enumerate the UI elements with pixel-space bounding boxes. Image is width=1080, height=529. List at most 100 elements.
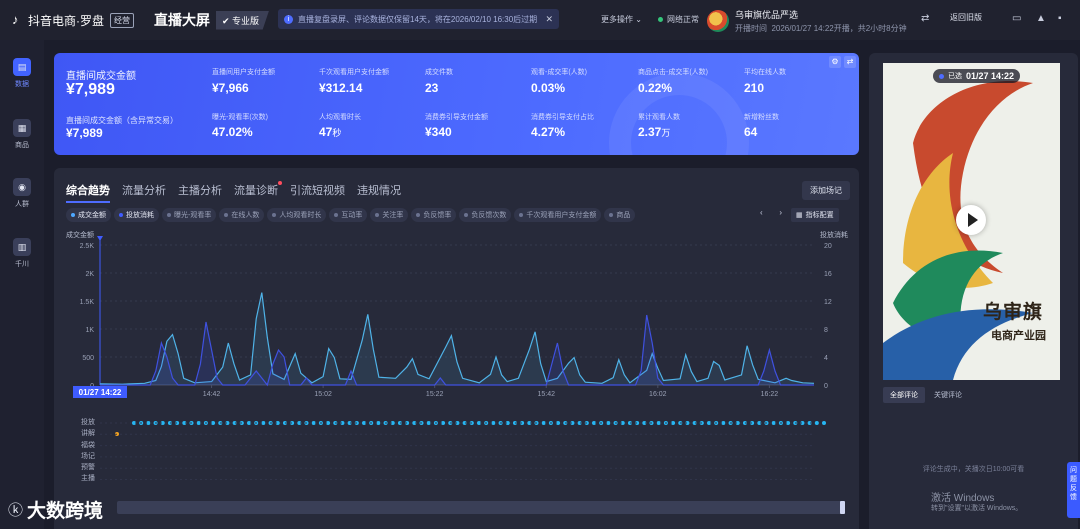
ad-event-dot (592, 421, 596, 425)
metric-value: 0.22% (638, 81, 673, 95)
ad-event-dot (376, 421, 381, 425)
event-labels: 投放 讲解 福袋 场记 预警 主播 (67, 417, 95, 485)
ad-event-dot (505, 421, 510, 425)
swap-icon[interactable]: ⇄ (921, 13, 930, 24)
metric-chips: 成交金额 投放消耗 曝光-观看率 在线人数 人均观看时长 互动率 关注率 负反馈… (66, 208, 636, 222)
x-tick: 15:22 (426, 391, 444, 398)
ad-event-dot (671, 421, 676, 425)
page-title: 直播大屏 (154, 12, 210, 28)
sidebar: ▤ 数据 ▦ 商品 ◉ 人群 ▥ 千川 (0, 40, 44, 529)
y-tick-left: 1K (85, 327, 94, 334)
y-tick-left: 500 (82, 355, 94, 362)
more-ops-dropdown[interactable]: 更多操作 ⌄ (601, 15, 642, 24)
chip-goods[interactable]: 商品 (604, 208, 636, 222)
tab-traffic[interactable]: 流量分析 (122, 185, 166, 197)
sidebar-item-goods[interactable]: ▦ 商品 (0, 119, 44, 150)
feedback-button[interactable]: 问题反馈 (1067, 462, 1080, 518)
cursor-label-bg (73, 386, 127, 398)
metric-value: 47秒 (319, 125, 342, 139)
tab-all-comments[interactable]: 全部评论 (883, 387, 925, 403)
tab-key-comments[interactable]: 关键评论 (934, 392, 962, 399)
ads-icon: ▥ (13, 238, 31, 256)
metric-value: ¥340 (425, 125, 452, 139)
metric-label: 观看-成交率(人数) (531, 69, 587, 76)
metric-value: 4.27% (531, 125, 566, 139)
chip-online[interactable]: 在线人数 (219, 208, 265, 222)
back-to-old-button[interactable]: 返回旧版 (950, 13, 982, 22)
chip-ad-spend[interactable]: 投放消耗 (114, 208, 159, 222)
ad-event-dot (390, 421, 395, 425)
sidebar-item-data[interactable]: ▤ 数据 (0, 58, 44, 89)
shop-name: 乌审旗优品严选 (735, 10, 799, 20)
ad-event-dot (167, 421, 172, 425)
tab-anchor[interactable]: 主播分析 (178, 185, 222, 197)
edition-badge[interactable]: ✔ 专业版 (216, 10, 270, 30)
indicator-config-button[interactable]: ▦ 指标配置 (791, 208, 839, 222)
ad-event-dot (541, 421, 546, 425)
windows-activation: 激活 Windows (931, 493, 995, 504)
chip-follow-rate[interactable]: 关注率 (370, 208, 409, 222)
ad-event-dot (441, 421, 446, 425)
ad-event-dot (757, 421, 762, 425)
live-time-badge: 已选 01/27 14:22 (933, 69, 1021, 83)
chart-icon: ▤ (13, 58, 31, 76)
shop-info[interactable]: 乌审旗优品严选 开播时间 2026/01/27 14:22开播，共2小时8分钟 (707, 8, 907, 34)
chip-avg-watch-time[interactable]: 人均观看时长 (267, 208, 327, 222)
close-icon[interactable]: ✕ (545, 13, 553, 24)
metric-value: 47.02% (212, 125, 253, 139)
ad-event-dot (527, 421, 532, 425)
ad-event-dot (635, 421, 640, 425)
chevron-right-icon[interactable]: › (779, 208, 782, 217)
comment-note: 评论生成中，关播次日10:00可看 (922, 466, 1025, 473)
live-preview-panel: 已选 01/27 14:22 乌审旗 电商产业园 全部评论 关键评论 评论生成中… (869, 53, 1078, 529)
ad-event-dot (735, 421, 740, 425)
chip-negative-rate[interactable]: 负反馈率 (411, 208, 457, 222)
video-player[interactable]: 已选 01/27 14:22 乌审旗 电商产业园 (883, 63, 1060, 380)
x-tick: 15:02 (314, 391, 332, 398)
tab-short-video[interactable]: 引流短视频 (290, 185, 345, 197)
metric-value: 23 (425, 81, 439, 95)
windows-activation-sub: 转到"设置"以激活 Windows。 (931, 505, 1023, 512)
tab-violations[interactable]: 违规情况 (357, 185, 401, 197)
tab-traffic-diagnosis[interactable]: 流量诊断 (234, 181, 282, 198)
settings-icon[interactable]: ⚙ (829, 56, 841, 68)
tab-overall-trend[interactable]: 综合趋势 (66, 182, 110, 203)
scroll-handle[interactable] (840, 501, 845, 514)
ad-event-dot (477, 421, 481, 425)
chip-interaction-rate[interactable]: 互动率 (329, 208, 368, 222)
metric-label: 消费券引导支付金额 (425, 114, 488, 121)
video-brand-subtext: 电商产业园 (991, 329, 1046, 342)
chip-negative-count[interactable]: 负反馈次数 (459, 208, 512, 222)
sidebar-item-qianchuan[interactable]: ▥ 千川 (0, 238, 44, 269)
ad-event-dot (275, 421, 280, 425)
record-dot-icon (939, 73, 944, 79)
cursor-label-text: 01/27 14:22 (79, 388, 122, 397)
ad-event-dot (685, 421, 690, 425)
sidebar-item-crowd[interactable]: ◉ 人群 (0, 178, 44, 209)
cursor-time-label: 01/27 14:22 (73, 386, 127, 398)
new-dot-icon (278, 181, 282, 185)
fullscreen-icon[interactable]: ▪ (1058, 13, 1062, 24)
brand[interactable]: ♪ 抖音电商·罗盘 经营 (12, 12, 134, 29)
ad-event-dot (814, 421, 819, 425)
screen-icon[interactable]: ▭ (1012, 13, 1022, 24)
chip-exposure-view-rate[interactable]: 曝光-观看率 (162, 208, 217, 222)
ad-event-dot (397, 421, 402, 425)
chip-gpm[interactable]: 千次观看用户支付金额 (514, 208, 602, 222)
ad-event-dot (405, 421, 410, 425)
douyin-logo-icon: ♪ (12, 12, 19, 27)
chevron-left-icon[interactable]: ‹ (760, 208, 763, 217)
add-record-button[interactable]: 添加场记 (802, 181, 850, 200)
y-axis-label-right: 投放消耗 (820, 230, 848, 239)
chip-gmv[interactable]: 成交金额 (66, 208, 111, 222)
timeline-scrollbar[interactable] (117, 501, 845, 514)
play-icon[interactable] (956, 205, 986, 235)
main-metric-label: 直播间成交金额 (66, 71, 136, 82)
switch-icon[interactable]: ⇄ (844, 56, 856, 68)
bell-icon[interactable]: ▲ (1036, 13, 1046, 24)
sub-metric-value: ¥7,989 (66, 126, 103, 140)
ad-event-dot (146, 421, 151, 425)
metric-label: 曝光-观看率(次数) (212, 114, 268, 121)
metric-label: 累计观看人数 (638, 114, 680, 121)
trend-chart[interactable]: 05001K1.5K2K2.5K048121620成交金额投放消耗14:4215… (54, 228, 859, 528)
